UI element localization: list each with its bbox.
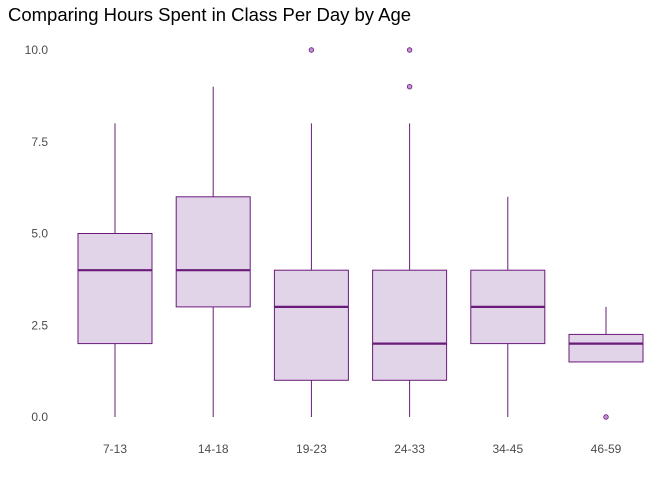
x-tick-label: 19-23 bbox=[296, 442, 327, 456]
box-group-7-13 bbox=[77, 123, 153, 417]
x-axis-tick-labels: 7-13 14-18 19-23 24-33 34-45 46-59 bbox=[103, 442, 622, 456]
x-tick-label: 7-13 bbox=[103, 442, 127, 456]
iqr-box bbox=[372, 269, 448, 381]
box-group-34-45 bbox=[470, 196, 546, 417]
x-tick-label: 34-45 bbox=[492, 442, 523, 456]
y-tick-label: 7.5 bbox=[31, 135, 48, 149]
iqr-box bbox=[273, 269, 349, 381]
y-axis-tick-labels: 0.0 2.5 5.0 7.5 10.0 bbox=[25, 43, 49, 424]
y-tick-label: 2.5 bbox=[31, 318, 48, 332]
outlier-point bbox=[406, 47, 413, 53]
outlier-point bbox=[308, 47, 315, 53]
chart-title: Comparing Hours Spent in Class Per Day b… bbox=[8, 4, 412, 25]
y-tick-label: 0.0 bbox=[31, 410, 48, 424]
box-group-24-33 bbox=[372, 47, 448, 417]
x-tick-label: 14-18 bbox=[198, 442, 229, 456]
y-tick-label: 10.0 bbox=[25, 43, 49, 57]
outlier-point bbox=[603, 414, 609, 420]
iqr-box bbox=[175, 196, 251, 308]
iqr-box bbox=[568, 333, 644, 363]
iqr-box bbox=[77, 233, 153, 345]
x-tick-label: 46-59 bbox=[591, 442, 622, 456]
outlier-point bbox=[406, 83, 413, 90]
box-group-46-59 bbox=[568, 306, 644, 420]
x-tick-label: 24-33 bbox=[394, 442, 425, 456]
y-tick-label: 5.0 bbox=[31, 227, 48, 241]
boxes-layer bbox=[77, 47, 644, 420]
box-group-14-18 bbox=[175, 86, 251, 417]
box-group-19-23 bbox=[273, 47, 349, 417]
